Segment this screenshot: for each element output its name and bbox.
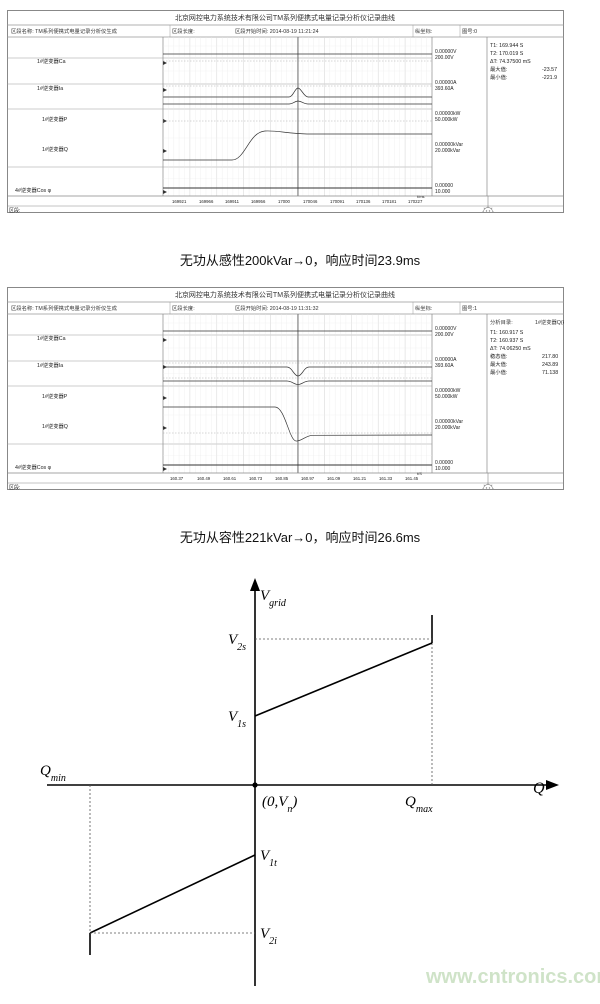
- svg-text:V2s: V2s: [228, 632, 246, 653]
- svg-text:V2i: V2i: [260, 926, 277, 947]
- svg-text:www.cntronics.com: www.cntronics.com: [425, 966, 600, 988]
- svg-text:Qmin: Qmin: [40, 763, 66, 784]
- svg-text:Q: Q: [533, 780, 545, 797]
- svg-text:V1t: V1t: [260, 848, 277, 869]
- svg-text:(0,Vn): (0,Vn): [262, 794, 297, 815]
- svg-text:Qmax: Qmax: [405, 794, 433, 815]
- svg-text:V1s: V1s: [228, 709, 246, 730]
- svg-text:Vgrid: Vgrid: [260, 588, 287, 609]
